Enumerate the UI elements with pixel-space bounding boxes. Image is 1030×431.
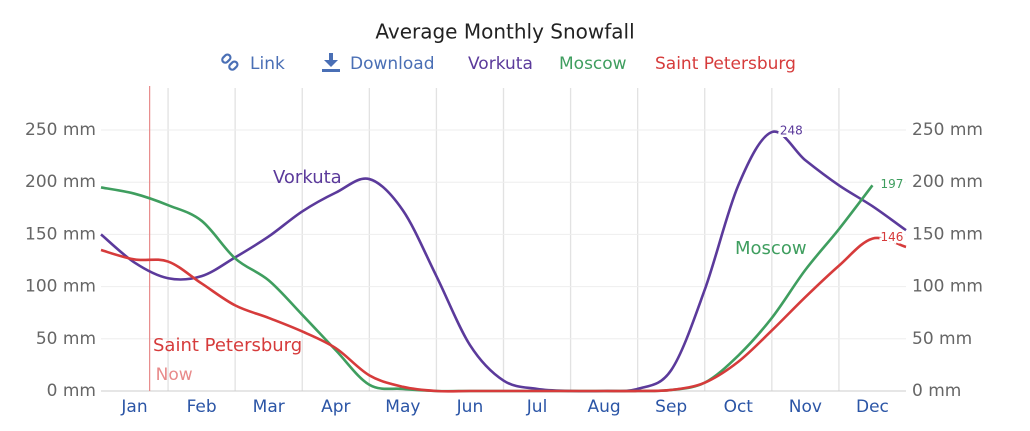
y2-tick-label: 50 mm <box>912 329 972 349</box>
x-tick-label: Jun <box>456 397 484 417</box>
now-label: Now <box>156 365 193 385</box>
x-tick-label: Jan <box>120 397 147 417</box>
y-tick-label: 50 mm <box>36 329 96 349</box>
x-tick-label: Oct <box>724 397 754 417</box>
x-tick-label: Jul <box>526 397 548 417</box>
x-tick-label: Sep <box>655 397 687 417</box>
series-line <box>100 130 907 393</box>
series-annotation: Vorkuta <box>273 167 342 188</box>
chart-title: Average Monthly Snowfall <box>375 20 634 44</box>
y-tick-label: 150 mm <box>25 224 96 244</box>
link-button[interactable]: Link <box>250 54 285 74</box>
x-tick-label: May <box>385 397 420 417</box>
download-icon[interactable] <box>322 53 340 72</box>
value-label: 248 <box>780 124 803 138</box>
y2-tick-label: 200 mm <box>912 172 983 192</box>
x-tick-label: Mar <box>253 397 285 417</box>
x-tick-label: Nov <box>789 397 822 417</box>
x-tick-label: Dec <box>856 397 889 417</box>
link-icon[interactable] <box>221 53 239 71</box>
y-tick-label: 200 mm <box>25 172 96 192</box>
x-tick-label: Feb <box>187 397 217 417</box>
y2-tick-label: 150 mm <box>912 224 983 244</box>
legend-entry: Vorkuta <box>468 54 533 74</box>
y-tick-label: 250 mm <box>25 120 96 140</box>
x-tick-label: Aug <box>588 397 621 417</box>
value-label: 146 <box>880 230 903 244</box>
y2-tick-label: 100 mm <box>912 277 983 297</box>
series-annotation: Moscow <box>735 238 807 259</box>
y2-tick-label: 0 mm <box>912 381 961 401</box>
download-button[interactable]: Download <box>350 54 435 74</box>
legend-entry: Saint Petersburg <box>655 54 796 74</box>
series-annotation: Saint Petersburg <box>153 335 302 356</box>
y2-tick-label: 250 mm <box>912 120 983 140</box>
x-tick-label: Apr <box>321 397 350 417</box>
series-line <box>100 184 874 393</box>
legend-entry: Moscow <box>559 54 627 74</box>
y-tick-label: 100 mm <box>25 277 96 297</box>
y-tick-label: 0 mm <box>47 381 96 401</box>
value-label: 197 <box>880 177 903 191</box>
series-line <box>100 236 907 393</box>
